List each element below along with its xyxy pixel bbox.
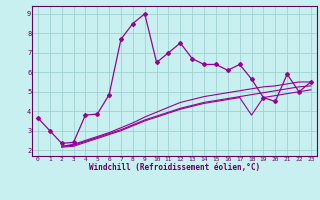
X-axis label: Windchill (Refroidissement éolien,°C): Windchill (Refroidissement éolien,°C): [89, 163, 260, 172]
